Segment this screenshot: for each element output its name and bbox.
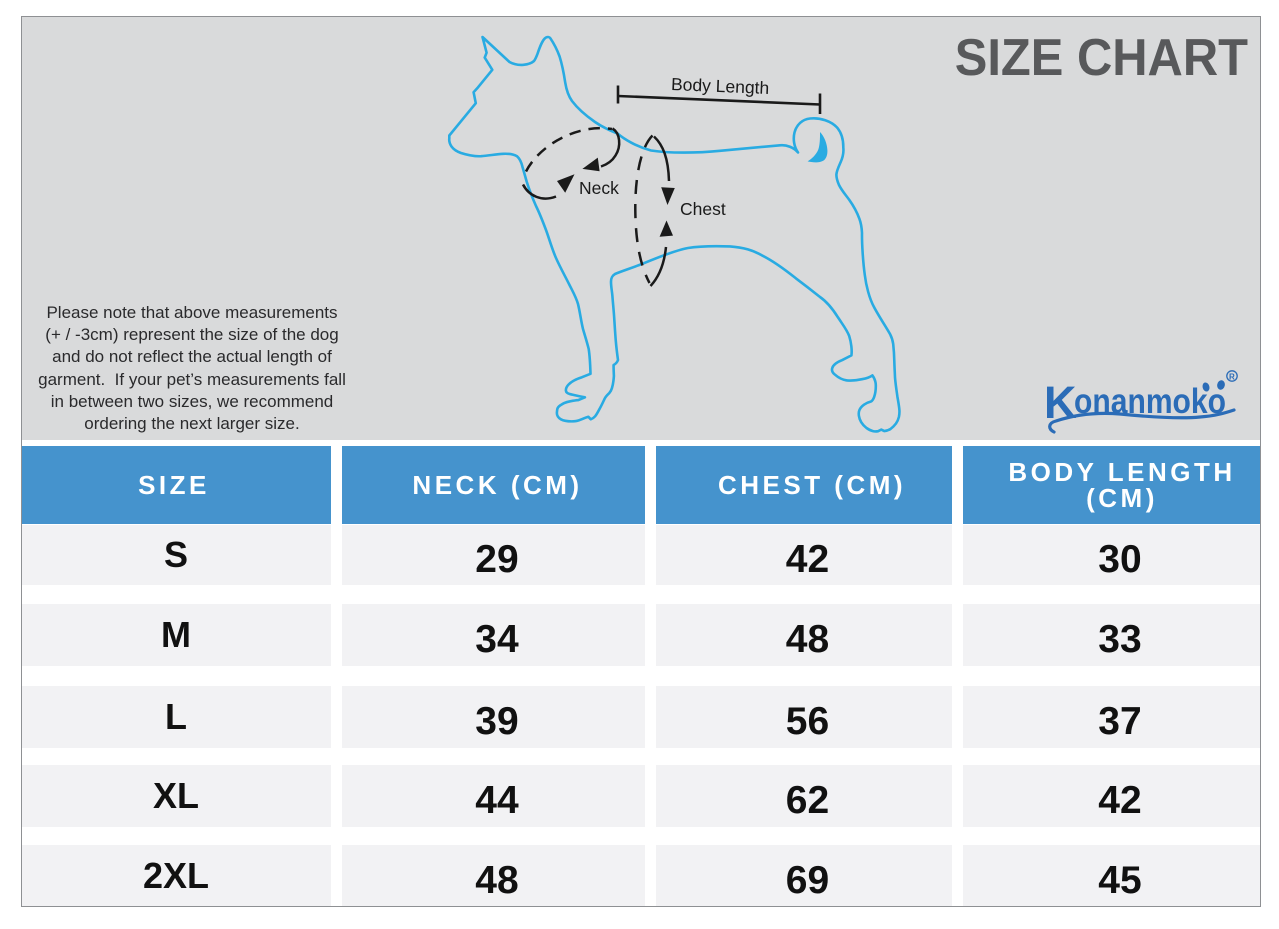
svg-text:R: R	[1229, 373, 1235, 382]
